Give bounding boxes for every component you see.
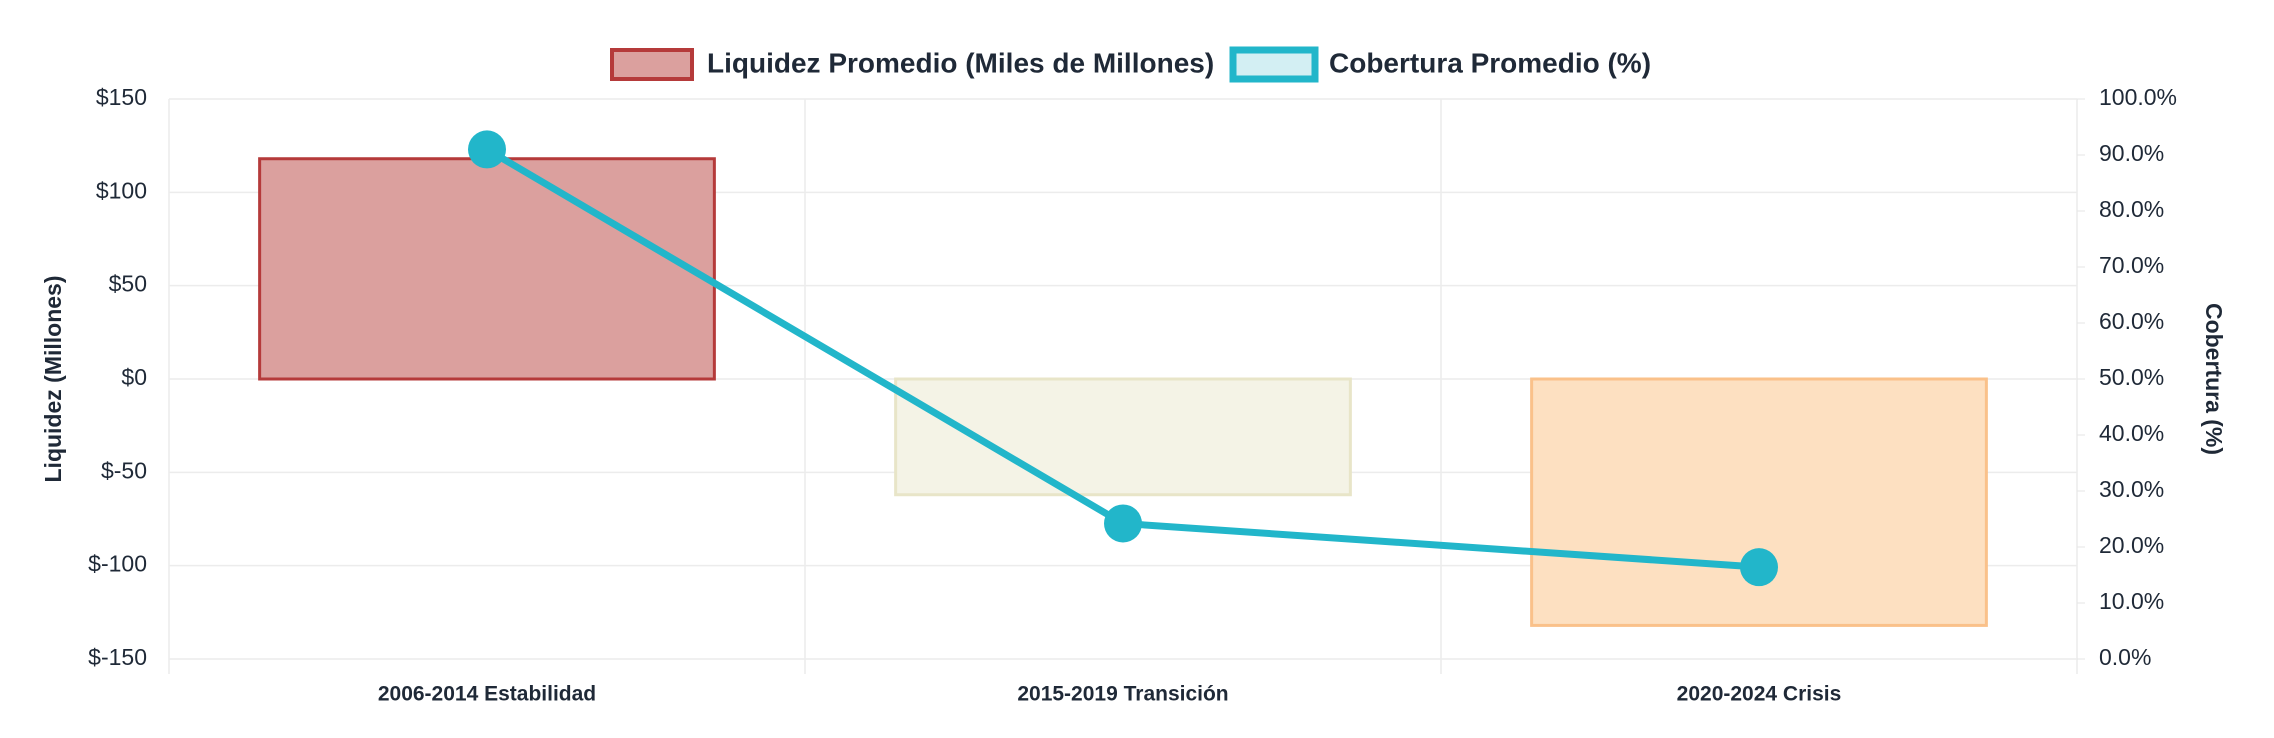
- x-tick-label: 2020-2024 Crisis: [1677, 683, 1842, 706]
- legend-label: Liquidez Promedio (Miles de Millones): [707, 47, 1214, 78]
- y2-tick-label: 80.0%: [2099, 196, 2164, 222]
- y-tick-label: $-150: [88, 644, 147, 670]
- y2-tick-label: 70.0%: [2099, 252, 2164, 278]
- y2-axis-title: Cobertura (%): [2201, 303, 2227, 455]
- y2-tick-label: 100.0%: [2099, 84, 2177, 110]
- x-tick-label: 2015-2019 Transición: [1017, 683, 1228, 706]
- y2-tick-label: 20.0%: [2099, 532, 2164, 558]
- line-point: [1104, 504, 1142, 543]
- y2-tick-label: 40.0%: [2099, 420, 2164, 446]
- y2-tick-label: 0.0%: [2099, 644, 2151, 670]
- bar: [1530, 377, 1988, 627]
- y-tick-label: $100: [96, 177, 147, 203]
- y2-tick-label: 10.0%: [2099, 588, 2164, 614]
- y-tick-label: $-50: [101, 457, 147, 483]
- line-point: [468, 130, 506, 169]
- y2-tick-label: 50.0%: [2099, 364, 2164, 390]
- y-tick-label: $-100: [88, 551, 147, 577]
- bar: [894, 377, 1352, 497]
- line-point: [1740, 548, 1778, 587]
- legend-swatch: [1229, 46, 1319, 83]
- y-axis-title: Liquidez (Millones): [40, 276, 66, 483]
- y-tick-label: $150: [96, 84, 147, 110]
- y-tick-label: $50: [109, 271, 147, 297]
- y2-tick-label: 60.0%: [2099, 308, 2164, 334]
- legend-swatch: [610, 48, 694, 81]
- y2-tick-label: 30.0%: [2099, 476, 2164, 502]
- legend-label: Cobertura Promedio (%): [1329, 47, 1651, 78]
- y2-tick-label: 90.0%: [2099, 140, 2164, 166]
- bar: [258, 157, 716, 381]
- y-tick-label: $0: [121, 364, 147, 390]
- x-tick-label: 2006-2014 Estabilidad: [378, 683, 596, 706]
